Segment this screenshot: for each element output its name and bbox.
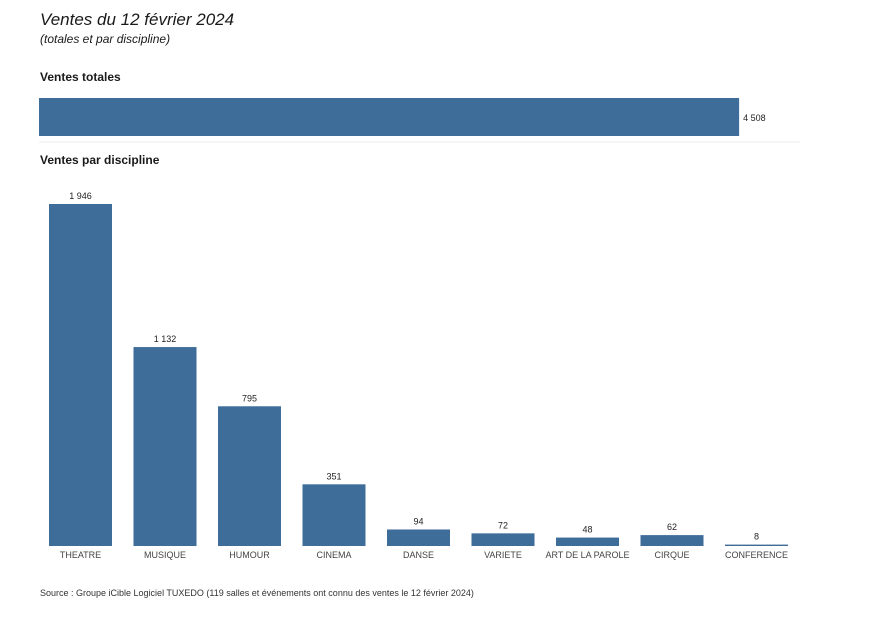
value-label-theatre: 1 946 (69, 191, 92, 201)
chart-title: Ventes du 12 février 2024 (40, 10, 235, 29)
total-sales-value-label: 4 508 (743, 113, 766, 123)
discipline-sales-label: Ventes par discipline (40, 153, 160, 167)
total-sales-label: Ventes totales (40, 70, 121, 84)
category-label-cinema: CINEMA (316, 550, 351, 560)
value-label-cirque: 62 (667, 522, 677, 532)
bar-cirque (640, 535, 704, 546)
value-label-cinema: 351 (326, 471, 341, 481)
chart-subtitle: (totales et par discipline) (40, 32, 171, 46)
category-label-theatre: THEATRE (60, 550, 101, 560)
value-label-variete: 72 (498, 520, 508, 530)
discipline-sales-chart: 1 946 THEATRE 1 132 MUSIQUE 795 HUMOUR 351 CINE… (49, 191, 788, 560)
bar-cinema (302, 484, 366, 546)
value-label-humour: 795 (242, 393, 257, 403)
category-label-cirque: CIRQUE (654, 550, 689, 560)
category-label-musique: MUSIQUE (144, 550, 186, 560)
category-label-danse: DANSE (403, 550, 434, 560)
category-label-humour: HUMOUR (229, 550, 270, 560)
bar-theatre (49, 204, 112, 546)
total-sales-bar (39, 98, 740, 136)
category-label-conference: CONFERENCE (725, 550, 788, 560)
category-label-variete: VARIETE (484, 550, 522, 560)
bar-conference (725, 544, 788, 546)
value-label-danse: 94 (413, 516, 423, 526)
source-note: Source : Groupe iCible Logiciel TUXEDO (… (40, 588, 474, 598)
bar-musique (133, 347, 197, 546)
value-label-conference: 8 (754, 532, 759, 542)
bar-art-de-la-parole (556, 537, 619, 546)
category-label-art-de-la-parole: ART DE LA PAROLE (545, 550, 629, 560)
bar-variete (471, 533, 535, 546)
total-sales-chart: 4 508 (39, 98, 800, 143)
bar-humour (218, 406, 281, 546)
bar-danse (387, 529, 450, 546)
value-label-art-de-la-parole: 48 (582, 525, 592, 535)
value-label-musique: 1 132 (154, 334, 177, 344)
